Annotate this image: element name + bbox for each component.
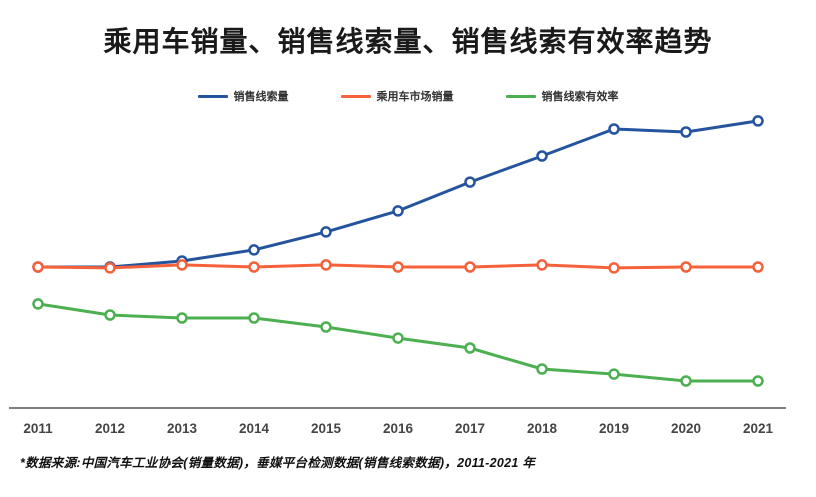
data-point-marker-s2-2020 [680,375,692,387]
legend: 销售线索量 乘用车市场销量 销售线索有效率 [0,88,816,104]
data-point-marker-s2-2016 [392,332,404,344]
legend-label: 销售线索有效率 [541,91,619,103]
x-tick-label-2016: 2016 [383,421,414,436]
data-point-marker-s2-2012 [104,309,116,321]
data-point-marker-s2-2017 [464,342,476,354]
data-point-marker-s2-2019 [608,368,620,380]
data-point-marker-s2-2015 [320,321,332,333]
data-point-marker-s2-2018 [536,363,548,375]
chart-title: 乘用车销量、销售线索量、销售线索有效率趋势 [103,26,713,57]
x-tick-label-2021: 2021 [743,421,774,436]
legend-line-swatch [340,94,371,98]
data-point-marker-s0-2018 [536,150,548,162]
data-point-marker-s1-2016 [392,261,404,273]
legend-line-swatch [197,94,228,98]
legend-item-1: 乘用车市场销量 [340,88,454,104]
data-point-marker-s0-2015 [320,226,332,238]
data-point-marker-s0-2020 [680,126,692,138]
x-tick-label-2017: 2017 [455,421,485,436]
legend-label: 乘用车市场销量 [376,91,454,103]
data-point-marker-s1-2020 [680,261,692,273]
data-point-marker-s1-2019 [608,262,620,274]
x-tick-label-2014: 2014 [239,421,270,436]
data-point-marker-s1-2013 [176,259,188,271]
data-point-marker-s0-2019 [608,123,620,135]
data-point-marker-s1-2015 [320,259,332,271]
data-point-marker-s1-2018 [536,259,548,271]
data-point-marker-s1-2014 [248,261,260,273]
data-point-marker-s1-2011 [32,261,44,273]
data-point-marker-s0-2021 [752,115,764,127]
data-point-marker-s1-2012 [104,262,116,274]
x-tick-label-2020: 2020 [671,421,701,436]
x-tick-label-2011: 2011 [23,421,53,436]
x-tick-label-2012: 2012 [95,421,125,436]
data-point-marker-s0-2017 [464,176,476,188]
x-tick-label-2013: 2013 [167,421,198,436]
legend-line-swatch [505,94,536,98]
legend-label: 销售线索量 [233,91,289,103]
data-point-marker-s2-2013 [176,312,188,324]
x-tick-label-2019: 2019 [599,421,629,436]
data-point-marker-s2-2014 [248,312,260,324]
legend-item-2: 销售线索有效率 [505,88,619,104]
data-point-marker-s0-2014 [248,244,260,256]
x-tick-label-2015: 2015 [311,421,342,436]
data-point-marker-s1-2017 [464,261,476,273]
x-tick-label-2018: 2018 [527,421,558,436]
data-point-marker-s0-2016 [392,205,404,217]
data-point-marker-s1-2021 [752,261,764,273]
data-point-marker-s2-2011 [32,298,44,310]
series-line-0 [36,119,760,269]
source-note: *数据来源:中国汽车工业协会(销量数据)，垂媒平台检测数据(销售线索数据)，20… [20,456,536,470]
legend-item-0: 销售线索量 [197,88,289,104]
data-point-marker-s2-2021 [752,375,764,387]
